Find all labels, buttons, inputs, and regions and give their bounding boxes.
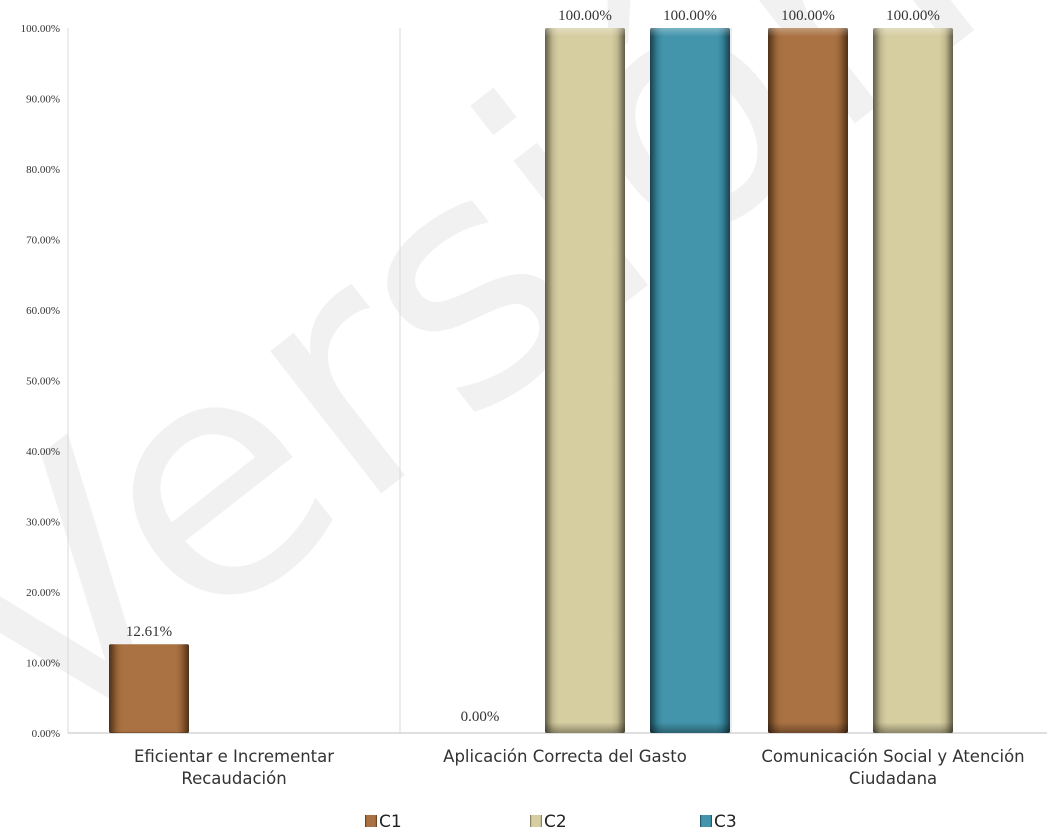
legend: C1 C2 C3 — [365, 812, 737, 832]
bar-c1 — [109, 644, 189, 733]
y-tick-label: 60.00% — [26, 305, 60, 317]
data-labels: 12.61% 0.00% 100.00% 100.00% 100.00% 100.00% — [126, 8, 940, 725]
legend-item-c1: C1 — [365, 812, 402, 832]
data-label: 100.00% — [886, 8, 940, 24]
legend-item-c3: C3 — [700, 812, 737, 832]
y-tick-label: 20.00% — [26, 587, 60, 599]
y-tick-label: 90.00% — [26, 94, 60, 106]
y-tick-label: 100.00% — [21, 23, 60, 35]
legend-label: C3 — [714, 812, 737, 832]
legend-label: C1 — [379, 812, 402, 832]
category-label: Aplicación Correcta del Gasto — [443, 747, 687, 766]
legend-label: C2 — [544, 812, 567, 832]
bar-c1 — [768, 28, 848, 733]
bar-c3 — [650, 28, 730, 733]
y-tick-label: 70.00% — [26, 235, 60, 247]
data-label: 100.00% — [663, 8, 717, 24]
bar-c2 — [545, 28, 625, 733]
category-label: Ciudadana — [849, 769, 937, 788]
bar-bevel-edge — [768, 28, 848, 733]
bars — [109, 28, 953, 733]
legend-swatch-bevel — [700, 815, 712, 827]
legend-item-c2: C2 — [530, 812, 567, 832]
category-label: Comunicación Social y Atención — [761, 747, 1024, 766]
data-label: 12.61% — [126, 624, 172, 640]
legend-swatch-bevel — [530, 815, 542, 827]
legend-swatch-bevel — [365, 815, 377, 827]
y-tick-label: 50.00% — [26, 376, 60, 388]
y-tick-label: 0.00% — [32, 728, 60, 740]
axes: 0.00% 10.00% 20.00% 30.00% 40.00% 50.00% 60.00… — [21, 23, 1047, 740]
y-tick-label: 80.00% — [26, 164, 60, 176]
data-label: 100.00% — [781, 8, 835, 24]
bar-bevel-edge — [109, 644, 189, 733]
y-tick-label: 10.00% — [26, 658, 60, 670]
bar-bevel-edge — [873, 28, 953, 733]
y-tick-label: 30.00% — [26, 517, 60, 529]
data-label: 0.00% — [461, 709, 500, 725]
category-label: Recaudación — [181, 769, 286, 788]
data-label: 100.00% — [558, 8, 612, 24]
bar-bevel-edge — [650, 28, 730, 733]
y-tick-label: 40.00% — [26, 446, 60, 458]
category-labels: Eficientar e Incrementar Recaudación Aplic… — [134, 747, 1025, 788]
bar-bevel-edge — [545, 28, 625, 733]
category-label: Eficientar e Incrementar — [134, 747, 334, 766]
bar-c2 — [873, 28, 953, 733]
